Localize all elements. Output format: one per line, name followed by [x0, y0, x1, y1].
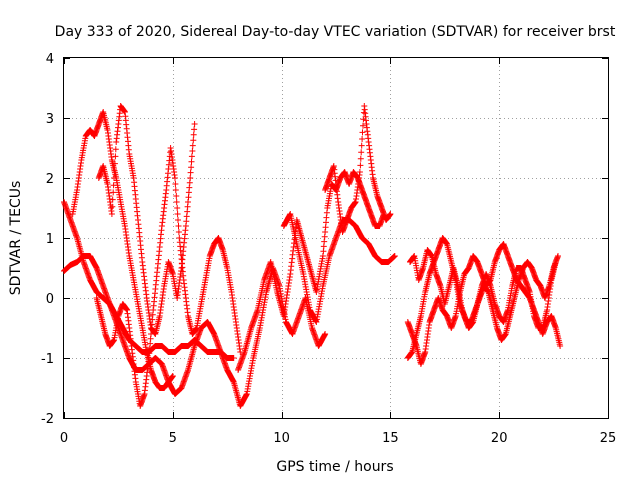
x-tick-label: 15 — [382, 431, 399, 446]
y-tick-label: 2 — [46, 172, 54, 187]
series-track-8 — [322, 103, 394, 235]
data-point-markers — [404, 235, 559, 361]
series-track-11 — [404, 235, 559, 361]
axis-ticks — [64, 58, 609, 419]
y-axis-title: SDTVAR / TECUs — [8, 181, 24, 296]
series-track-6 — [235, 169, 387, 373]
y-tick-label: 0 — [46, 292, 54, 307]
y-tick-labels: -2 -1 0 1 2 3 4 — [41, 52, 54, 427]
series-track-9 — [404, 241, 564, 367]
x-tick-label: 5 — [169, 431, 177, 446]
series-track-3 — [69, 109, 176, 391]
data-point-markers — [235, 169, 387, 373]
plot-frame — [63, 57, 609, 419]
x-tick-label: 0 — [60, 431, 68, 446]
y-tick-label: 3 — [46, 112, 54, 127]
y-tick-label: -1 — [41, 352, 54, 367]
data-point-markers — [69, 109, 176, 391]
x-tick-label: 10 — [273, 431, 290, 446]
x-axis-title: GPS time / hours — [276, 459, 393, 475]
x-tick-label: 25 — [600, 431, 617, 446]
y-tick-label: 1 — [46, 232, 54, 247]
y-tick-label: 4 — [46, 52, 54, 67]
x-tick-labels: 0 5 10 15 20 25 — [60, 431, 616, 446]
data-point-markers — [93, 145, 244, 409]
chart-title: Day 333 of 2020, Sidereal Day-to-day VTE… — [55, 24, 616, 40]
y-tick-label: -2 — [41, 412, 54, 427]
data-point-markers — [404, 241, 564, 367]
data-series — [61, 103, 564, 409]
series-track-1 — [61, 199, 237, 361]
series-track-5 — [93, 145, 244, 409]
data-point-markers — [322, 103, 394, 235]
x-tick-label: 20 — [491, 431, 508, 446]
data-point-markers — [61, 199, 237, 361]
